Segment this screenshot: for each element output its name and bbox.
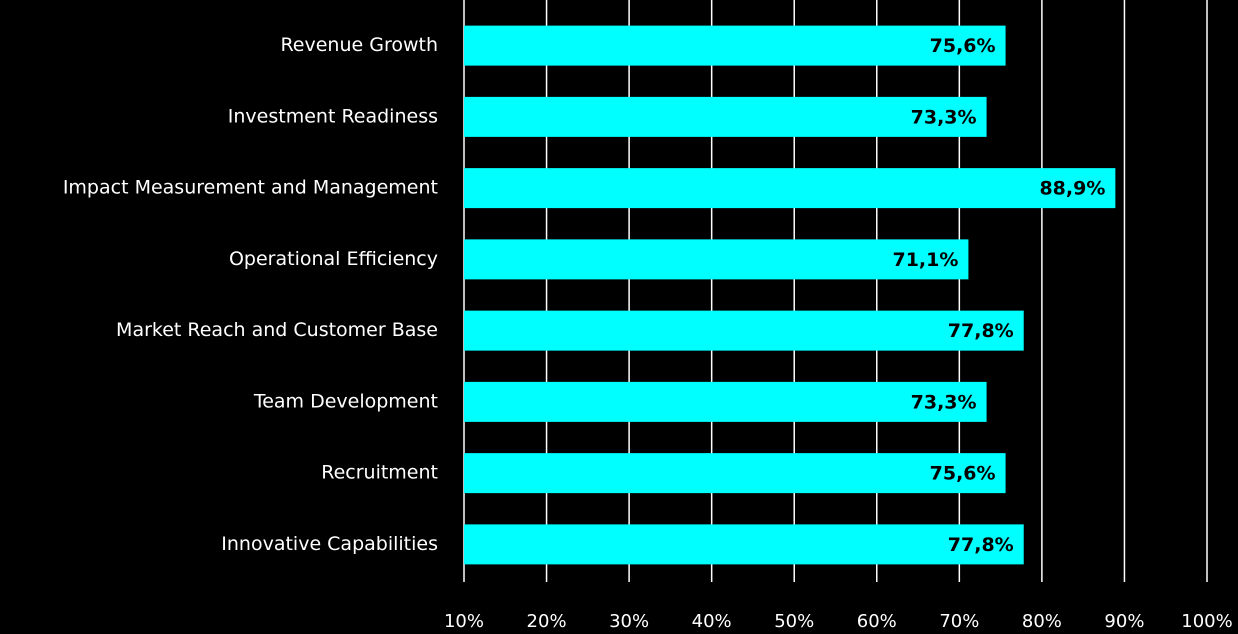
x-tick-label: 70% [939,611,979,632]
bar [464,239,969,280]
data-label: 73,3% [911,391,977,413]
bar [464,25,1006,66]
x-tick-label: 20% [527,611,567,632]
y-tick-label: Investment Readiness [228,105,438,127]
x-tick-label: 90% [1104,611,1144,632]
data-label: 71,1% [892,249,958,271]
bar [464,524,1024,565]
x-tick-label: 10% [444,611,484,632]
bar [464,310,1024,351]
data-label: 77,8% [948,534,1014,556]
data-label: 73,3% [911,106,977,128]
y-tick-label: Impact Measurement and Management [63,177,438,199]
bar [464,168,1116,209]
y-tick-label: Operational Efficiency [229,248,438,270]
x-tick-label: 40% [692,611,732,632]
x-tick-label: 60% [857,611,897,632]
bar [464,96,987,137]
x-tick-label: 50% [774,611,814,632]
y-tick-label: Market Reach and Customer Base [116,319,438,341]
data-label: 75,6% [930,35,996,57]
y-tick-label: Team Development [253,390,438,412]
y-tick-label: Recruitment [321,462,438,484]
x-tick-label: 100% [1181,611,1232,632]
data-label: 88,9% [1039,178,1105,200]
y-tick-label: Innovative Capabilities [221,533,438,555]
data-label: 75,6% [930,463,996,485]
y-tick-label: Revenue Growth [280,34,438,56]
data-label: 77,8% [948,320,1014,342]
bar [464,453,1006,494]
x-tick-label: 30% [609,611,649,632]
x-tick-label: 80% [1022,611,1062,632]
bar [464,381,987,422]
